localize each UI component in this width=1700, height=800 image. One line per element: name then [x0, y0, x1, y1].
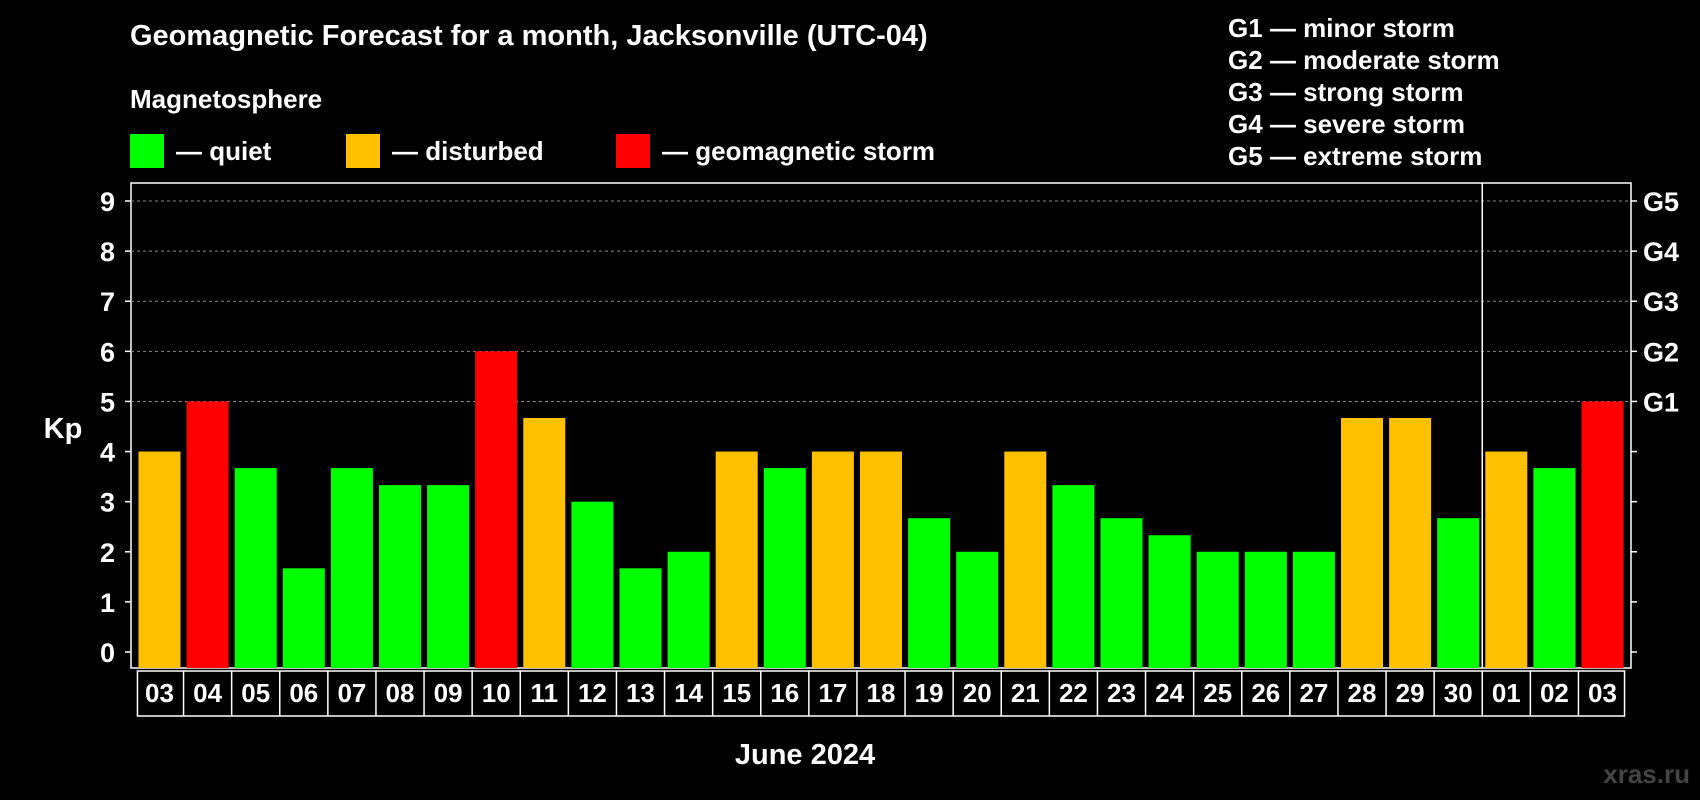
x-tick-label: 29	[1396, 678, 1425, 708]
storm-scale-g1: G1 — minor storm	[1228, 13, 1455, 43]
bar-05-2	[234, 468, 277, 668]
x-tick-label: 10	[482, 678, 511, 708]
bar-03-0	[138, 451, 181, 668]
x-tick-label: 02	[1540, 678, 1569, 708]
bar-16-13	[763, 468, 806, 668]
date-axis-frame	[136, 670, 1626, 717]
x-tick-label: 07	[337, 678, 366, 708]
legend-item-storm: — geomagnetic storm	[616, 134, 935, 168]
x-tick-label: 24	[1155, 678, 1184, 708]
y-axis-label: Kp	[44, 413, 83, 445]
x-tick-label: 03	[1588, 678, 1617, 708]
bar-21-18	[1004, 451, 1047, 668]
bar-30-27	[1437, 518, 1480, 668]
y-tick-label: 4	[100, 438, 115, 468]
x-tick-label: 17	[818, 678, 847, 708]
right-axis-label-g1: G1	[1643, 387, 1679, 417]
bar-12-9	[571, 501, 614, 668]
legend-swatch-quiet	[130, 134, 164, 168]
bar-28-25	[1341, 417, 1383, 668]
bar-04-1	[186, 401, 229, 668]
x-tick-label: 06	[289, 678, 318, 708]
x-tick-label: 19	[915, 678, 944, 708]
bar-15-12	[715, 451, 758, 668]
storm-scale-g2: G2 — moderate storm	[1228, 45, 1500, 75]
y-tick-label: 6	[100, 337, 115, 367]
watermark: xras.ru	[1603, 759, 1690, 789]
storm-scale-legend: G1 — minor storm G2 — moderate storm G3 …	[1228, 12, 1500, 172]
legend-heading: Magnetosphere	[130, 84, 323, 114]
bar-10-7	[475, 351, 518, 668]
storm-scale-g4: G4 — severe storm	[1228, 109, 1466, 139]
y-tick-label: 1	[100, 588, 115, 618]
x-tick-label: 01	[1492, 678, 1521, 708]
x-tick-label: 27	[1299, 678, 1328, 708]
x-tick-label: 18	[867, 678, 896, 708]
legend-swatch-disturbed	[346, 134, 380, 168]
bar-24-21	[1148, 535, 1191, 668]
legend-label-storm: — geomagnetic storm	[662, 135, 936, 166]
bar-27-24	[1292, 551, 1335, 668]
bar-20-17	[956, 551, 999, 668]
y-tick-label: 3	[100, 488, 115, 518]
bar-14-11	[667, 551, 710, 668]
bar-17-14	[811, 451, 854, 668]
bar-19-16	[908, 518, 951, 668]
x-axis-label: June 2024	[735, 739, 875, 771]
x-tick-label: 30	[1444, 678, 1473, 708]
y-tick-label: 9	[100, 187, 115, 217]
x-tick-label: 11	[531, 678, 559, 708]
x-tick-label: 08	[386, 678, 415, 708]
right-axis-label-g3: G3	[1643, 287, 1679, 317]
bar-22-19	[1052, 485, 1095, 668]
bar-23-20	[1100, 518, 1143, 668]
storm-scale-g3: G3 — strong storm	[1228, 77, 1464, 107]
y-tick-label: 2	[100, 538, 115, 568]
x-tick-label: 12	[578, 678, 607, 708]
legend-item-quiet: — quiet	[130, 134, 271, 168]
x-tick-label: 28	[1348, 678, 1377, 708]
right-axis-label-g4: G4	[1643, 237, 1679, 267]
storm-scale-g5: G5 — extreme storm	[1228, 141, 1483, 171]
x-tick-label: 14	[674, 678, 703, 708]
y-tick-label: 5	[100, 387, 115, 417]
legend-label-quiet: — quiet	[176, 135, 272, 166]
y-tick-label: 0	[100, 638, 115, 668]
legend-item-disturbed: — disturbed	[346, 134, 544, 168]
bar-09-6	[427, 485, 470, 668]
x-tick-label: 26	[1251, 678, 1280, 708]
bar-01-28	[1485, 451, 1528, 668]
bar-26-23	[1244, 551, 1287, 668]
bar-25-22	[1196, 551, 1239, 668]
right-axis-label-g5: G5	[1643, 187, 1679, 217]
x-tick-label: 09	[434, 678, 463, 708]
bar-07-4	[330, 468, 373, 668]
legend-swatch-storm	[616, 134, 650, 168]
x-tick-label: 04	[193, 678, 222, 708]
x-tick-label: 20	[963, 678, 992, 708]
chart-title: Geomagnetic Forecast for a month, Jackso…	[130, 20, 928, 52]
legend-label-disturbed: — disturbed	[392, 135, 544, 166]
x-tick-label: 25	[1203, 678, 1232, 708]
x-tick-label: 05	[241, 678, 270, 708]
x-tick-label: 15	[722, 678, 751, 708]
bar-29-26	[1389, 417, 1432, 668]
bar-13-10	[619, 568, 662, 668]
bar-02-29	[1533, 468, 1576, 668]
bar-08-5	[379, 485, 421, 668]
y-tick-label: 8	[100, 237, 115, 267]
x-tick-label: 21	[1011, 678, 1040, 708]
x-tick-label: 22	[1059, 678, 1088, 708]
bar-11-8	[523, 417, 566, 668]
y-tick-label: 7	[100, 287, 115, 317]
right-axis-label-g2: G2	[1643, 337, 1679, 367]
x-tick-label: 23	[1107, 678, 1136, 708]
x-tick-label: 16	[770, 678, 799, 708]
x-tick-label: 13	[626, 678, 655, 708]
x-tick-label: 03	[145, 678, 174, 708]
bar-03-30	[1581, 401, 1624, 668]
bar-06-3	[282, 568, 325, 668]
bar-18-15	[860, 451, 902, 668]
